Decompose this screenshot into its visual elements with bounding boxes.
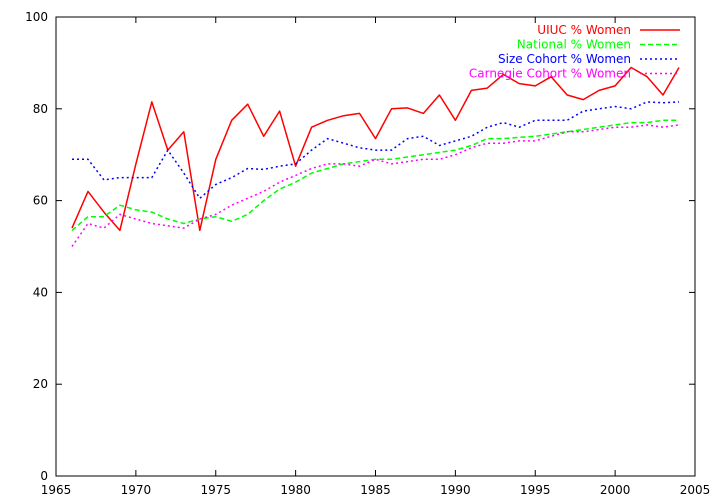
legend-entry-label: Carnegie Cohort % Women	[469, 67, 631, 81]
series-line-size-cohort-women	[72, 101, 680, 200]
x-tick-label: 1985	[360, 483, 391, 497]
y-tick-label: 40	[33, 285, 48, 299]
legend-entry-label: Size Cohort % Women	[498, 52, 631, 66]
y-tick-label: 60	[33, 194, 48, 208]
legend-entry-label: National % Women	[517, 38, 631, 52]
series-line-national-women	[71, 119, 679, 231]
plot-frame	[55, 16, 696, 477]
x-tick-label: 2005	[680, 483, 711, 497]
x-tick-label: 1965	[41, 483, 72, 497]
x-tick-label: 1970	[121, 483, 152, 497]
y-tick-label: 20	[33, 377, 48, 391]
x-tick-label: 1980	[280, 483, 311, 497]
series-line-carnegie-cohort-women	[71, 124, 680, 247]
series-line-uiuc-women	[71, 66, 680, 232]
legend-entry-label: UIUC % Women	[537, 23, 631, 37]
y-tick-label: 0	[40, 469, 48, 483]
y-tick-label: 80	[33, 102, 48, 116]
axes: 1965 1970 1975 1980 1985 1990 1995 2000 2005 0 20 4…	[25, 10, 710, 497]
x-tick-label: 1975	[200, 483, 231, 497]
x-tick-label: 2000	[600, 483, 631, 497]
x-tick-label: 1995	[520, 483, 551, 497]
x-tick-label: 1990	[440, 483, 471, 497]
y-tick-label: 100	[25, 10, 48, 24]
plot-series	[71, 66, 680, 247]
